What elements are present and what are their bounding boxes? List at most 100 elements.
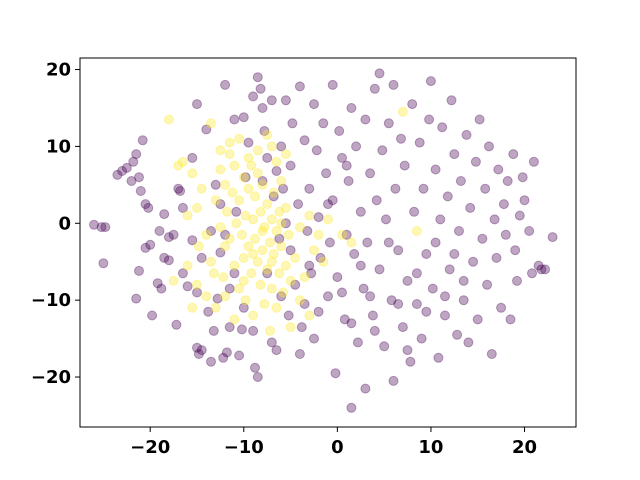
scatter-point-s1-60 [280, 260, 291, 271]
scatter-point-s1-53 [271, 226, 282, 236]
scatter-point-s1-17 [224, 233, 235, 244]
scatter-point-s0-182 [514, 210, 525, 221]
scatter-point-s0-123 [379, 341, 390, 352]
scatter-point-s0-113 [360, 383, 371, 394]
scatter-point-s1-4 [192, 202, 202, 213]
scatter-point-s0-168 [482, 279, 493, 290]
scatter-point-s1-15 [221, 206, 232, 217]
y-tick-label: 10 [46, 136, 71, 157]
scatter-point-s0-177 [502, 176, 513, 186]
scatter-point-s0-80 [293, 199, 304, 210]
scatter-point-s0-20 [152, 278, 163, 289]
scatter-point-s0-72 [278, 183, 289, 194]
x-axis: −20 −10 0 10 20 [130, 427, 537, 458]
scatter-point-s0-108 [349, 249, 360, 259]
scatter-point-s0-100 [332, 272, 343, 283]
scatter-point-s0-209 [402, 345, 413, 356]
scatter-point-s1-9 [210, 195, 221, 206]
scatter-point-s1-84 [294, 295, 305, 306]
scatter-point-s1-62 [283, 229, 294, 240]
scatter-point-s0-131 [396, 133, 406, 144]
scatter-point-s1-67 [304, 210, 315, 221]
scatter-point-s1-97 [182, 210, 193, 221]
scatter-point-s0-82 [296, 322, 307, 333]
scatter-point-s1-76 [220, 291, 231, 302]
scatter-point-s0-17 [134, 265, 144, 276]
scatter-point-s1-100 [187, 302, 198, 313]
scatter-point-s1-101 [266, 141, 277, 152]
scatter-point-s0-48 [229, 268, 240, 279]
scatter-point-s0-114 [360, 114, 371, 125]
scatter-point-s0-192 [196, 252, 207, 263]
scatter-point-s0-179 [508, 149, 519, 160]
scatter-point-s0-46 [221, 347, 232, 358]
x-tick-label: −20 [130, 437, 170, 458]
scatter-point-s0-170 [486, 349, 497, 359]
scatter-point-s1-65 [294, 222, 305, 233]
scatter-point-s0-12 [137, 135, 148, 146]
scatter-point-s0-35 [193, 349, 204, 359]
scatter-point-s0-184 [519, 195, 530, 206]
scatter-point-s0-60 [255, 83, 266, 94]
scatter-point-s0-200 [313, 306, 324, 317]
scatter-point-s1-14 [220, 241, 231, 252]
scatter-point-s0-207 [383, 237, 394, 248]
scatter-point-s0-119 [371, 195, 382, 206]
x-tick-label: −10 [224, 437, 264, 458]
scatter-point-s0-2 [100, 222, 111, 233]
scatter-point-s1-89 [234, 133, 245, 144]
scatter-point-s0-86 [304, 183, 315, 194]
scatter-point-s0-176 [500, 229, 511, 240]
scatter-point-s0-215 [458, 275, 469, 286]
scatter-point-s0-178 [505, 314, 516, 325]
scatter-point-s0-56 [248, 91, 259, 102]
scatter-point-s0-84 [299, 135, 310, 146]
scatter-point-s0-62 [259, 126, 270, 136]
scatter-point-s1-50 [266, 283, 277, 294]
scatter-point-s1-61 [280, 202, 291, 213]
scatter-point-s1-21 [231, 218, 242, 229]
scatter-point-s1-47 [265, 237, 275, 248]
scatter-point-s0-166 [477, 233, 488, 244]
scatter-point-s0-206 [369, 325, 380, 336]
scatter-point-s0-147 [433, 352, 444, 363]
scatter-point-s1-45 [262, 199, 273, 210]
scatter-point-s0-90 [311, 145, 322, 156]
scatter-point-s0-97 [327, 79, 338, 90]
scatter-point-s0-106 [346, 402, 357, 413]
scatter-point-s0-98 [327, 195, 338, 206]
scatter-point-s1-63 [285, 322, 296, 333]
scatter-point-s0-202 [337, 287, 347, 298]
scatter-point-s1-27 [240, 210, 251, 221]
scatter-point-s0-105 [343, 176, 354, 186]
scatter-point-s0-43 [215, 247, 226, 258]
scatter-point-s0-173 [493, 164, 504, 175]
scatter-point-s1-57 [276, 241, 287, 252]
scatter-point-s1-79 [248, 249, 259, 259]
scatter-point-s0-41 [210, 179, 221, 190]
scatter-point-s0-155 [452, 329, 463, 340]
scatter-point-s1-83 [285, 275, 296, 286]
scatter-point-s0-127 [388, 375, 399, 386]
x-tick-label: 0 [331, 437, 344, 458]
scatter-point-s0-153 [446, 95, 457, 106]
scatter-point-s1-5 [196, 183, 207, 194]
scatter-point-s0-28 [173, 183, 184, 194]
scatter-point-s1-71 [323, 214, 333, 225]
scatter-point-s0-31 [182, 281, 193, 292]
scatter-point-s0-30 [177, 268, 188, 279]
scatter-point-s0-186 [527, 268, 537, 279]
scatter-point-s0-210 [411, 268, 422, 279]
scatter-point-s1-73 [192, 279, 202, 290]
scatter-point-s0-193 [206, 226, 216, 236]
scatter-point-s0-175 [498, 199, 509, 210]
scatter-point-s0-45 [220, 79, 231, 90]
scatter-point-s0-134 [402, 275, 413, 286]
scatter-point-s1-6 [201, 229, 212, 240]
scatter-point-s0-132 [397, 322, 408, 333]
scatter-point-s0-65 [266, 337, 277, 348]
scatter-point-s0-174 [496, 302, 507, 313]
scatter-point-s0-160 [463, 337, 474, 348]
scatter-point-s0-150 [440, 310, 450, 321]
